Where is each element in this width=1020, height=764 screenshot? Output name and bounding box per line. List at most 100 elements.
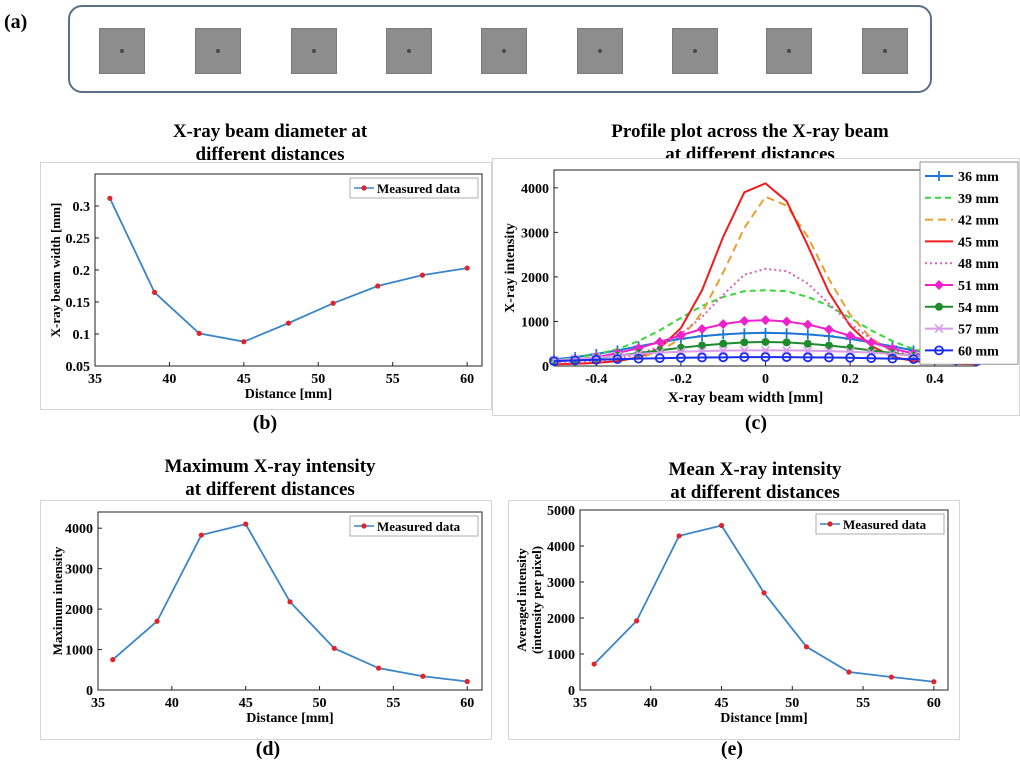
data-point bbox=[154, 618, 160, 624]
legend-marker bbox=[827, 521, 833, 527]
profile-point bbox=[824, 341, 833, 350]
x-axis-label: Distance [mm] bbox=[246, 711, 333, 726]
x-tick-label: 0 bbox=[762, 372, 769, 387]
legend-label: Measured data bbox=[377, 181, 461, 196]
profile-point bbox=[675, 352, 686, 363]
sublabel-b: (b) bbox=[252, 412, 278, 434]
profile-point bbox=[675, 330, 686, 341]
chart-b-title-line-2: different distances bbox=[195, 144, 345, 165]
x-axis-label: X-ray beam width [mm] bbox=[668, 390, 823, 406]
beam-spot bbox=[407, 49, 411, 53]
chart-e-title-line-2: at different distances bbox=[670, 482, 840, 503]
profile-point bbox=[823, 324, 834, 335]
data-point bbox=[419, 272, 426, 278]
profile-point bbox=[654, 353, 665, 364]
profile-point bbox=[718, 352, 729, 363]
profile-point bbox=[824, 352, 834, 363]
y-tick-label: 1000 bbox=[547, 648, 575, 663]
legend-label: 54 mm bbox=[958, 301, 999, 316]
y-tick-label: 2000 bbox=[65, 603, 93, 618]
legend-box bbox=[349, 177, 479, 199]
x-tick-label: 55 bbox=[386, 696, 400, 711]
sample-image bbox=[577, 28, 623, 74]
y-tick-label: 0 bbox=[568, 684, 575, 699]
y-tick-label: 0 bbox=[542, 360, 549, 375]
x-tick-label: 0.4 bbox=[926, 372, 944, 387]
x-tick-label: 55 bbox=[856, 696, 870, 711]
x-tick-label: 60 bbox=[460, 696, 474, 711]
chart-frame bbox=[40, 500, 492, 740]
x-tick-label: -0.2 bbox=[670, 372, 692, 387]
x-tick-label: 50 bbox=[313, 696, 327, 711]
data-point bbox=[331, 645, 337, 651]
sample-image bbox=[481, 28, 527, 74]
x-tick-label: 60 bbox=[460, 372, 474, 387]
profile-point bbox=[570, 354, 580, 364]
plot-area bbox=[579, 509, 949, 691]
data-point bbox=[676, 533, 682, 539]
profile-point bbox=[654, 336, 665, 347]
profile-point bbox=[739, 316, 750, 327]
profile-point bbox=[781, 316, 792, 327]
chart-d-title-line-2: at different distances bbox=[185, 479, 355, 500]
y-tick-label: 5000 bbox=[547, 504, 575, 519]
chart-d-title: Maximum X-ray intensity at different dis… bbox=[125, 455, 415, 501]
profile-point bbox=[739, 328, 750, 339]
sample-images-strip bbox=[68, 5, 932, 93]
profile-point bbox=[845, 330, 856, 341]
profile-point bbox=[760, 352, 771, 362]
y-axis-label: (intensity per pixel) bbox=[529, 546, 544, 654]
legend-marker bbox=[934, 171, 944, 181]
data-point bbox=[718, 522, 725, 529]
legend-box bbox=[815, 513, 945, 535]
data-point bbox=[198, 532, 204, 538]
data-point bbox=[241, 339, 247, 345]
profile-point bbox=[866, 337, 877, 348]
legend-label: Measured data bbox=[377, 519, 461, 534]
profile-point bbox=[739, 352, 750, 362]
legend-label: 42 mm bbox=[958, 214, 999, 229]
chart-b-beam-diameter: 35 40 45 50 55 60 0.05 0.1 0.15 0.2 0.25 0.3 Distanc… bbox=[40, 162, 492, 410]
panel-a-label: (a) bbox=[4, 11, 28, 33]
data-point bbox=[285, 320, 292, 326]
x-tick-label: -0.4 bbox=[585, 372, 607, 387]
sample-image bbox=[386, 28, 432, 74]
x-tick-label: 45 bbox=[239, 696, 253, 711]
beam-spot bbox=[598, 49, 602, 53]
profile-point bbox=[740, 338, 749, 347]
profile-point bbox=[782, 338, 791, 347]
profile-point bbox=[908, 354, 919, 364]
profile-point bbox=[887, 353, 898, 364]
sample-image bbox=[291, 28, 337, 74]
y-tick-label: 0.3 bbox=[73, 200, 91, 215]
legend-marker bbox=[934, 280, 944, 290]
data-point bbox=[375, 283, 381, 289]
sample-image bbox=[862, 28, 908, 74]
data-point bbox=[591, 661, 597, 667]
profile-point bbox=[719, 339, 728, 348]
profile-point bbox=[803, 339, 812, 348]
data-point bbox=[243, 521, 249, 527]
profile-point bbox=[781, 328, 792, 339]
y-tick-label: 3000 bbox=[521, 226, 549, 241]
chart-b-title: X-ray beam diameter at different distanc… bbox=[125, 120, 415, 166]
data-point bbox=[803, 644, 810, 650]
sample-image bbox=[99, 28, 145, 74]
legend-label: 51 mm bbox=[958, 279, 999, 294]
data-point bbox=[110, 657, 116, 663]
data-point bbox=[107, 195, 113, 201]
y-tick-label: 2000 bbox=[521, 271, 549, 286]
profile-point bbox=[845, 352, 856, 363]
beam-spot bbox=[120, 49, 124, 53]
legend-marker bbox=[934, 345, 944, 356]
profile-point bbox=[802, 352, 813, 363]
beam-spot bbox=[693, 49, 697, 53]
y-tick-label: 2000 bbox=[547, 612, 575, 627]
legend-label: Measured data bbox=[843, 517, 927, 532]
x-tick-label: 35 bbox=[88, 372, 102, 387]
y-tick-label: 0.25 bbox=[66, 232, 91, 247]
x-axis-label: Distance [mm] bbox=[720, 711, 807, 726]
profile-point bbox=[633, 353, 644, 364]
profile-point bbox=[760, 327, 771, 338]
profile-point bbox=[761, 337, 770, 346]
